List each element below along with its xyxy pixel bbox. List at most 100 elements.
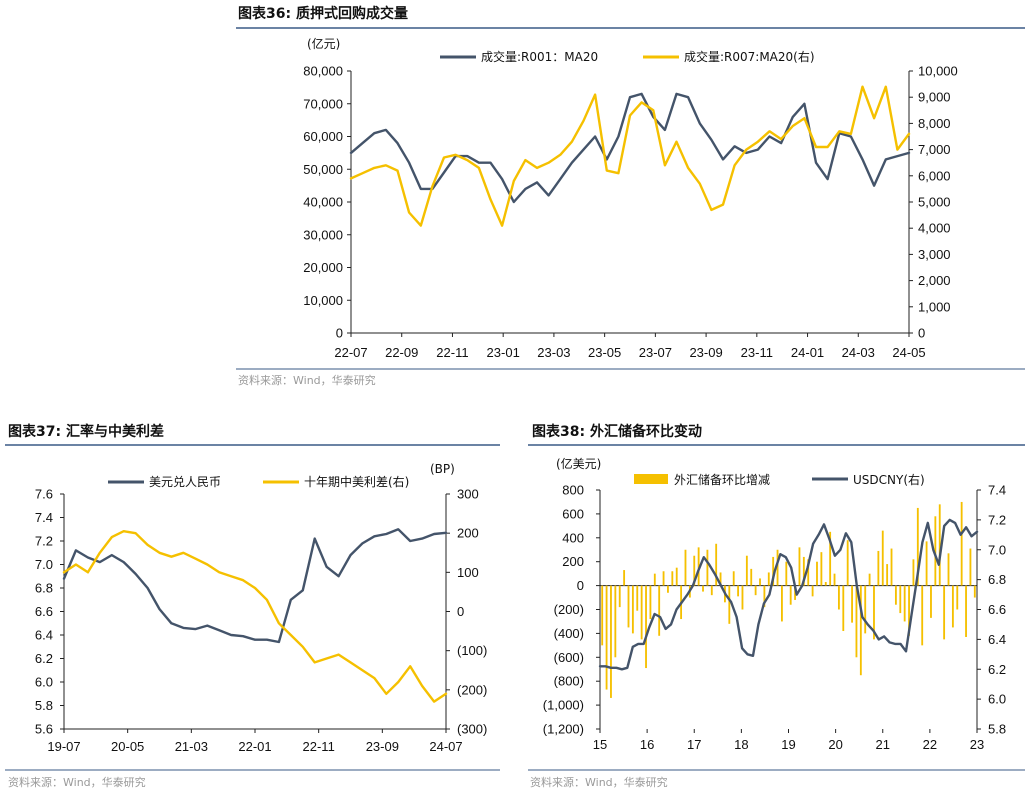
fig37-right-tick-label: 300: [457, 487, 479, 502]
fig36-x-tick-label: 24-01: [791, 345, 824, 360]
fig36-legend: 成交量:R001：MA20 成交量:R007:MA20(右): [440, 49, 815, 64]
fig38-bar: [728, 585, 731, 624]
fig38-bar: [702, 585, 704, 592]
fig38-bar: [824, 582, 827, 586]
fig38-bar: [741, 585, 744, 610]
fig38-bar: [816, 561, 818, 586]
fig38-bar: [675, 567, 678, 586]
fig38-x-tick-label: 18: [734, 737, 748, 752]
fig38-legend-swatch-reserves: [634, 474, 668, 484]
fig38-x-tick-label: 17: [687, 737, 701, 752]
fig38-bar: [965, 585, 967, 637]
fig38-bar: [745, 555, 748, 586]
fig36-right-tick-label: 3,000: [918, 247, 951, 262]
fig38-bar: [776, 549, 779, 586]
fig38-bar: [671, 571, 674, 586]
fig36-x-tick-label: 22-09: [385, 345, 418, 360]
fig38-bar: [697, 547, 700, 586]
fig38-x-tick-label: 19: [781, 737, 795, 752]
fig38-bar: [605, 585, 608, 690]
fig37-x-tick-label: 20-05: [111, 739, 144, 754]
fig38-bar: [759, 578, 761, 586]
fig38-bar: [715, 543, 718, 586]
fig38-bar: [829, 531, 832, 586]
fig36-right-tick-label: 8,000: [918, 116, 951, 131]
fig36-right-tick-label: 5,000: [918, 195, 951, 210]
fig36-left-tick-label: 70,000: [303, 96, 343, 111]
fig38-bar: [627, 585, 630, 628]
fig38-left-tick-label: 400: [562, 530, 584, 545]
fig38-x-tick-label: 21: [876, 737, 890, 752]
fig38-bar: [811, 585, 814, 597]
fig38-legend-reserves: 外汇储备环比增减: [674, 472, 770, 487]
fig37-title: 图表37: 汇率与中美利差: [8, 423, 164, 440]
fig38-bar: [938, 504, 941, 586]
fig38-bar: [750, 568, 753, 586]
fig38-bar: [802, 556, 805, 586]
fig38-bar: [772, 556, 775, 586]
fig37-left-tick-label: 6.6: [35, 604, 53, 619]
fig38-bar: [868, 573, 871, 586]
fig38-bar: [925, 541, 928, 586]
fig38-bar: [653, 573, 656, 586]
fig37-left-tick-label: 6.8: [35, 581, 53, 596]
fig38-bar: [903, 585, 906, 622]
fig38-left-tick-label: (600): [554, 650, 584, 665]
fig36-panel: 图表36: 质押式回购成交量 (亿元) 成交量:R001：MA20 成交量:R0…: [236, 5, 1025, 387]
fig36-x-tick-label: 23-07: [639, 345, 672, 360]
fig38-series-line-b: [598, 518, 979, 671]
fig38-left-tick-label: (1,200): [543, 722, 584, 737]
fig38-bar: [662, 571, 665, 586]
fig38-x-tick-label: 20: [828, 737, 842, 752]
fig37-right-tick-label: (100): [457, 643, 487, 658]
fig38-bar: [623, 570, 626, 586]
fig36-x-tick-label: 23-09: [689, 345, 722, 360]
fig37-x-tick-label: 24-07: [429, 739, 462, 754]
fig36-title: 图表36: 质押式回购成交量: [238, 5, 408, 22]
fig38-right-tick-label: 6.0: [988, 692, 1006, 707]
fig36-x-tick-label: 23-11: [741, 345, 773, 360]
fig36-right-tick-label: 0: [918, 326, 925, 341]
fig38-bar: [631, 585, 634, 634]
fig38-bar: [899, 585, 902, 614]
fig38-bar: [956, 585, 959, 610]
fig38-bar: [807, 559, 810, 586]
fig36-left-tick-label: 0: [336, 326, 343, 341]
fig38-bar: [912, 559, 915, 586]
fig38-left-tick-label: 800: [562, 483, 584, 498]
fig38-bar: [789, 585, 792, 605]
fig38-panel: 图表38: 外汇储备环比变动 (亿美元) 外汇储备环比增减 USDCNY(右) …: [528, 423, 1025, 789]
fig38-x-tick-label: 16: [640, 737, 654, 752]
fig37-right-unit: (BP): [430, 462, 455, 476]
fig38-left-tick-label: (400): [554, 626, 584, 641]
fig37-left-tick-label: 7.4: [35, 510, 53, 525]
fig38-right-tick-label: 6.2: [988, 662, 1006, 677]
fig38-bar: [833, 573, 836, 586]
fig37-x-tick-label: 23-09: [366, 739, 399, 754]
fig37-x-tick-label: 22-01: [238, 739, 271, 754]
fig38-bar: [877, 550, 880, 586]
fig38-series: [598, 501, 979, 698]
fig38-bar: [973, 585, 976, 598]
fig38-bar: [894, 585, 897, 605]
fig36-x-tick-label: 24-05: [892, 345, 925, 360]
fig38-bar: [916, 507, 919, 586]
fig38-bar: [640, 585, 643, 640]
fig38-bar: [781, 585, 783, 622]
fig37-series-line-a: [62, 528, 448, 644]
fig38-bar: [960, 501, 963, 586]
fig37-axes: 5.6 5.8 6.0 6.2 6.4 6.6 6.8 7.0 7.2 7.4 7.6 (300) (2…: [35, 487, 487, 755]
fig36-left-tick-label: 50,000: [303, 162, 343, 177]
fig36-left-tick-label: 10,000: [303, 293, 343, 308]
fig38-bar: [842, 585, 845, 632]
fig36-left-tick-label: 40,000: [303, 195, 343, 210]
fig38-bar: [645, 585, 647, 669]
fig38-bar: [706, 549, 709, 586]
fig38-source: 资料来源：Wind，华泰研究: [530, 775, 668, 789]
fig38-bar: [614, 585, 617, 658]
fig38-left-tick-label: (1,000): [543, 698, 584, 713]
fig37-x-tick-label: 19-07: [47, 739, 80, 754]
fig37-left-tick-label: 6.4: [35, 628, 53, 643]
fig38-bar: [930, 585, 932, 618]
fig37-right-tick-label: (200): [457, 682, 487, 697]
